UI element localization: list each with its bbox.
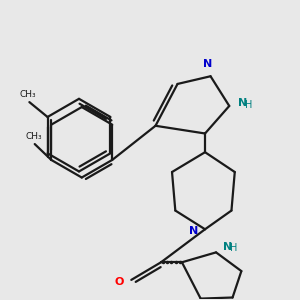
Text: N: N: [188, 226, 198, 236]
Text: N: N: [238, 98, 247, 108]
Text: CH₃: CH₃: [26, 132, 42, 141]
Text: H: H: [230, 243, 237, 254]
Text: H: H: [245, 100, 252, 110]
Text: O: O: [115, 277, 124, 286]
Text: N: N: [223, 242, 232, 252]
Text: CH₃: CH₃: [20, 91, 36, 100]
Text: N: N: [202, 59, 212, 69]
